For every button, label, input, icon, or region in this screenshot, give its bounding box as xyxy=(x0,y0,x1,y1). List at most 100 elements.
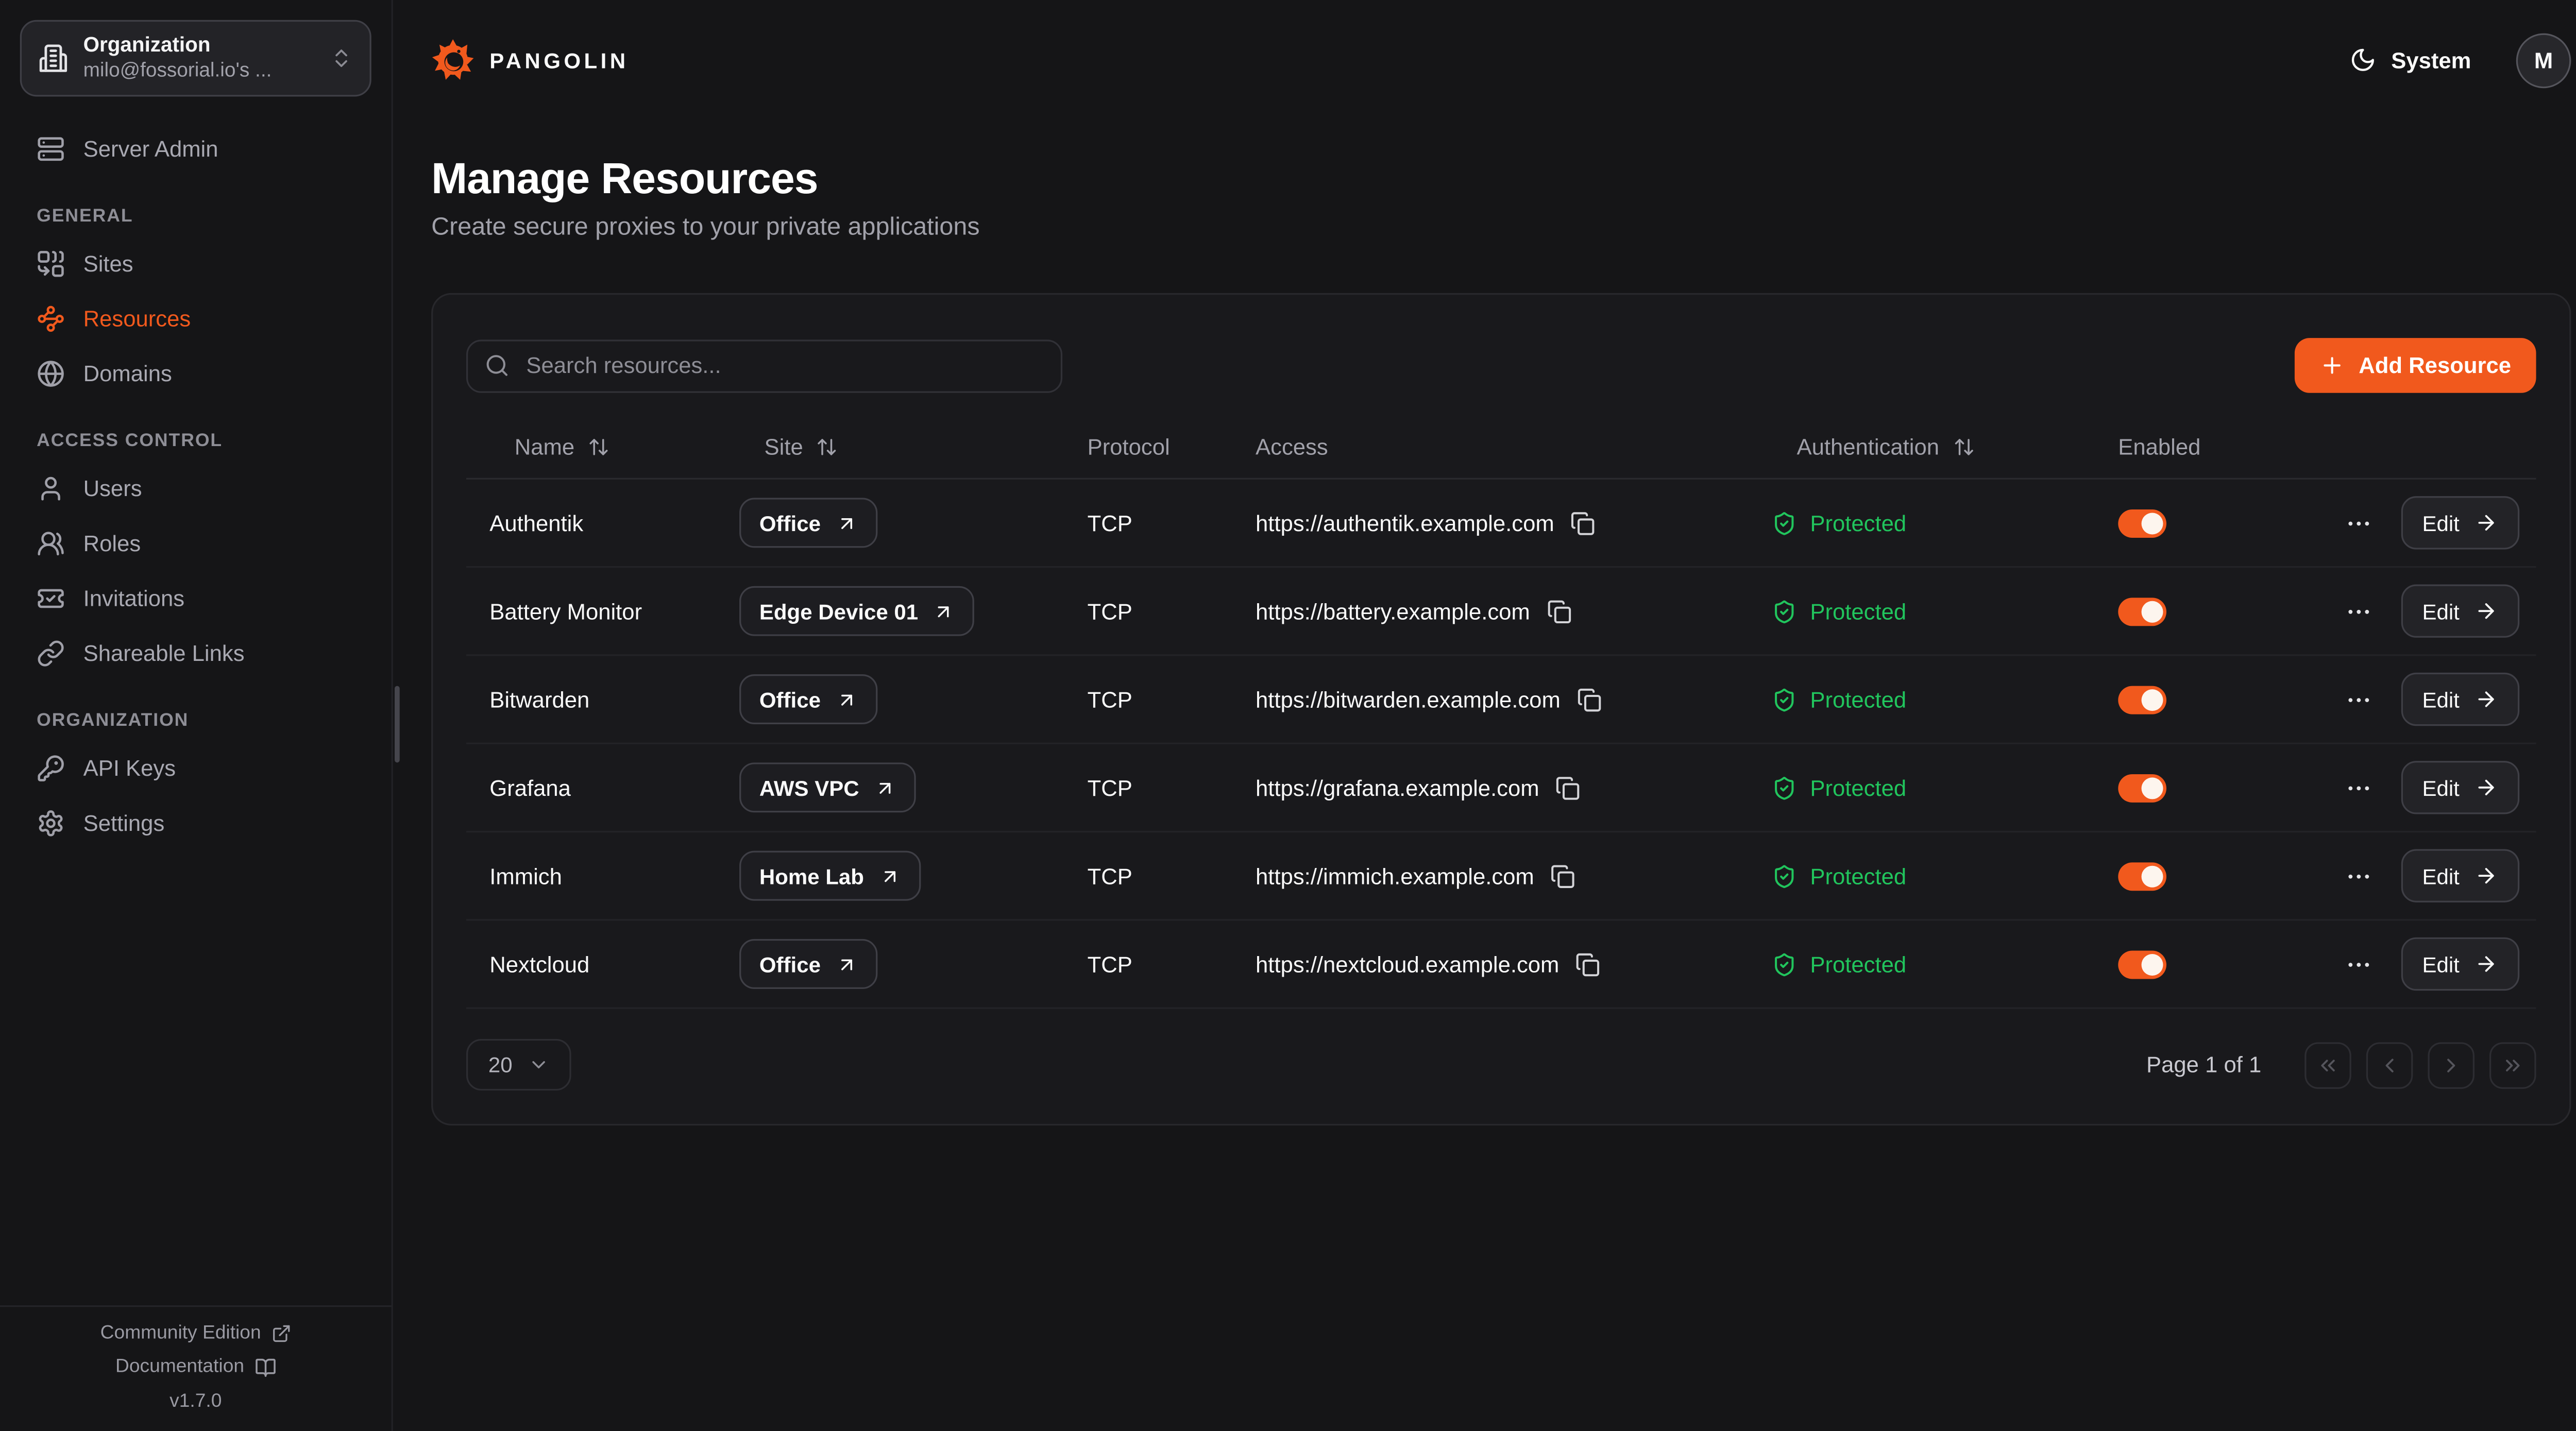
community-edition-link[interactable]: Community Edition xyxy=(100,1323,291,1343)
version-label: v1.7.0 xyxy=(170,1391,222,1411)
shield-check-icon xyxy=(1772,599,1797,623)
copy-url-button[interactable] xyxy=(1571,510,1596,535)
main-content: PANGOLIN System M Manage Resources Creat… xyxy=(393,0,2576,1431)
sidebar-item-invitations[interactable]: Invitations xyxy=(20,571,371,626)
waypoints-icon xyxy=(37,304,65,333)
prev-page-button[interactable] xyxy=(2366,1041,2413,1088)
add-resource-button[interactable]: Add Resource xyxy=(2295,338,2536,393)
ellipsis-icon xyxy=(2344,508,2372,537)
combine-icon xyxy=(37,250,65,278)
sidebar-item-settings[interactable]: Settings xyxy=(20,796,371,851)
enabled-toggle[interactable] xyxy=(2118,773,2167,802)
page-size-select[interactable]: 20 xyxy=(466,1038,571,1091)
site-link-button[interactable]: Edge Device 01 xyxy=(739,586,975,636)
ticket-check-icon xyxy=(37,584,65,612)
column-header-authentication[interactable]: Authentication xyxy=(1749,435,2095,459)
edit-button[interactable]: Edit xyxy=(2400,761,2520,814)
column-header-enabled[interactable]: Enabled xyxy=(2095,435,2328,459)
copy-icon xyxy=(1551,863,1575,888)
shield-check-icon xyxy=(1772,510,1797,535)
site-link-button[interactable]: Office xyxy=(739,939,877,989)
auth-status-badge: Protected xyxy=(1772,775,1906,800)
arrow-right-icon xyxy=(2475,600,2498,623)
copy-url-button[interactable] xyxy=(1577,687,1602,711)
column-header-access[interactable]: Access xyxy=(1232,435,1749,459)
sidebar-item-server-admin[interactable]: Server Admin xyxy=(20,122,371,177)
building-icon xyxy=(38,43,68,73)
first-page-button[interactable] xyxy=(2304,1041,2351,1088)
sidebar-scrollbar[interactable] xyxy=(395,686,399,763)
auth-status-label: Protected xyxy=(1810,510,1907,536)
shield-check-icon xyxy=(1772,687,1797,711)
column-header-label: Enabled xyxy=(2118,434,2201,460)
copy-url-button[interactable] xyxy=(1556,775,1581,800)
edit-label: Edit xyxy=(2422,775,2460,800)
site-link-button[interactable]: Home Lab xyxy=(739,850,921,901)
pagination: Page 1 of 1 xyxy=(2146,1041,2536,1088)
column-header-name[interactable]: Name xyxy=(466,435,716,459)
sidebar-item-sites[interactable]: Sites xyxy=(20,236,371,292)
chevrons-left-icon xyxy=(2316,1053,2340,1076)
user-avatar[interactable]: M xyxy=(2516,32,2571,88)
column-header-site[interactable]: Site xyxy=(716,435,1064,459)
row-menu-button[interactable] xyxy=(2341,770,2376,805)
site-link-button[interactable]: Office xyxy=(739,498,877,548)
shield-check-icon xyxy=(1772,951,1797,976)
edit-label: Edit xyxy=(2422,687,2460,712)
row-menu-button[interactable] xyxy=(2341,505,2376,540)
row-menu-button[interactable] xyxy=(2341,682,2376,717)
resource-name: Bitwarden xyxy=(489,687,590,712)
column-header-label: Authentication xyxy=(1797,434,1940,460)
edit-button[interactable]: Edit xyxy=(2400,496,2520,550)
documentation-link[interactable]: Documentation xyxy=(115,1356,276,1378)
edit-button[interactable]: Edit xyxy=(2400,672,2520,726)
edit-label: Edit xyxy=(2422,510,2460,536)
copy-url-button[interactable] xyxy=(1547,599,1571,623)
sidebar-item-users[interactable]: Users xyxy=(20,461,371,516)
last-page-button[interactable] xyxy=(2489,1041,2536,1088)
table-row: Grafana AWS VPC TCP https://grafana.exam… xyxy=(466,744,2536,833)
table-row: Battery Monitor Edge Device 01 TCP https… xyxy=(466,568,2536,656)
sidebar-item-shareable-links[interactable]: Shareable Links xyxy=(20,626,371,681)
row-menu-button[interactable] xyxy=(2341,946,2376,981)
table-header-row: Name Site Protocol Access Authentication… xyxy=(466,416,2536,480)
copy-url-button[interactable] xyxy=(1551,863,1575,888)
resources-card: Add Resource Name Site Protocol Access A… xyxy=(431,293,2571,1126)
site-link-button[interactable]: Office xyxy=(739,674,877,724)
sidebar-item-domains[interactable]: Domains xyxy=(20,346,371,401)
edit-button[interactable]: Edit xyxy=(2400,584,2520,638)
enabled-toggle[interactable] xyxy=(2118,597,2167,625)
next-page-button[interactable] xyxy=(2428,1041,2475,1088)
search-box[interactable] xyxy=(466,338,1063,393)
sidebar-item-api-keys[interactable]: API Keys xyxy=(20,741,371,796)
arrow-right-icon xyxy=(2475,776,2498,799)
copy-url-button[interactable] xyxy=(1576,951,1601,976)
org-selector[interactable]: Organization milo@fossorial.io's ... xyxy=(20,20,371,97)
row-menu-button[interactable] xyxy=(2341,858,2376,893)
ellipsis-icon xyxy=(2344,773,2372,802)
page-status: Page 1 of 1 xyxy=(2146,1052,2262,1078)
site-link-button[interactable]: AWS VPC xyxy=(739,762,916,813)
copy-icon xyxy=(1556,775,1581,800)
sidebar-item-resources[interactable]: Resources xyxy=(20,292,371,347)
sidebar-item-roles[interactable]: Roles xyxy=(20,516,371,571)
edit-button[interactable]: Edit xyxy=(2400,937,2520,991)
arrow-right-icon xyxy=(2475,952,2498,976)
arrow-right-icon xyxy=(2475,511,2498,534)
edit-button[interactable]: Edit xyxy=(2400,849,2520,902)
server-icon xyxy=(37,135,65,163)
arrow-up-right-icon xyxy=(836,688,857,710)
enabled-toggle[interactable] xyxy=(2118,508,2167,537)
sidebar-section: ACCESS CONTROL Users Roles Invitations S… xyxy=(20,431,371,681)
moon-icon xyxy=(2349,46,2376,73)
site-name: Home Lab xyxy=(759,863,864,889)
enabled-toggle[interactable] xyxy=(2118,685,2167,713)
enabled-toggle[interactable] xyxy=(2118,861,2167,890)
shield-check-icon xyxy=(1772,863,1797,888)
column-header-protocol[interactable]: Protocol xyxy=(1064,435,1232,459)
theme-toggle[interactable]: System xyxy=(2340,45,2481,75)
search-input[interactable] xyxy=(522,351,1044,380)
enabled-toggle[interactable] xyxy=(2118,949,2167,978)
resource-protocol: TCP xyxy=(1087,510,1132,536)
row-menu-button[interactable] xyxy=(2341,593,2376,628)
